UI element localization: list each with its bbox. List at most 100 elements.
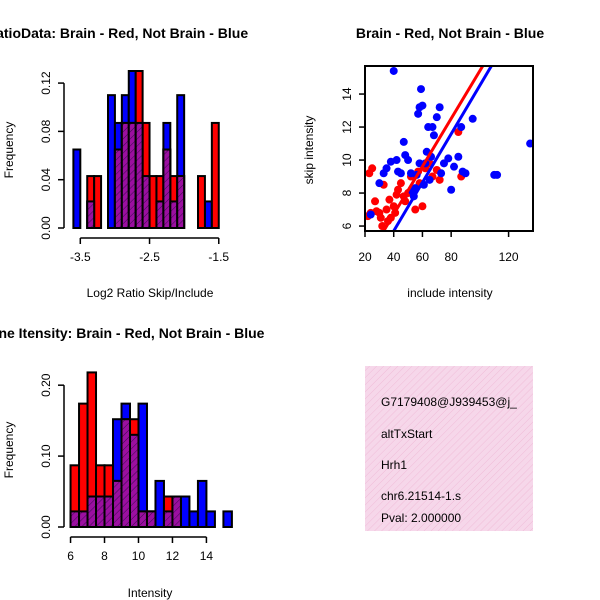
brain-point (396, 179, 405, 188)
y-tick-label: 0.04 (39, 168, 53, 192)
not-brain-point (447, 185, 456, 194)
y-tick-label: 14 (340, 87, 354, 101)
y-tick-label: 10 (340, 153, 354, 167)
y-tick-label: 0.10 (39, 444, 53, 468)
chart-title: RatioData: Brain - Red, Not Brain - Blue (0, 25, 248, 41)
intensity-histogram: Line Itensity: Brain - Red, Not Brain - … (0, 325, 265, 600)
not-brain-bar (107, 94, 116, 230)
y-tick-label: 0.00 (39, 515, 53, 539)
not-brain-bar (179, 495, 191, 529)
y-tick-label: 0.12 (39, 71, 53, 95)
brain-point (418, 202, 427, 211)
not-brain-bar (196, 479, 208, 528)
x-tick-label: 20 (358, 250, 372, 264)
not-brain-point (461, 169, 470, 178)
overlap-bar (112, 479, 123, 528)
ratio-histogram: RatioData: Brain - Red, Not Brain - Blue… (0, 25, 248, 300)
location: chr6.21514-1.s (381, 489, 461, 503)
not-brain-point (435, 103, 444, 112)
not-brain-point (399, 137, 408, 146)
probe-id: G7179408@J939453@j_ (381, 395, 517, 409)
y-tick-label: 8 (340, 189, 354, 196)
not-brain-point (429, 131, 438, 140)
x-tick-label: 120 (499, 250, 519, 264)
x-tick-label: -2.5 (139, 250, 160, 264)
brain-point (411, 205, 420, 214)
brain-point (435, 175, 444, 184)
event-type: altTxStart (381, 427, 433, 441)
overlap-bar (120, 418, 131, 528)
y-tick-label: 0.00 (39, 216, 53, 240)
not-brain-point (468, 114, 477, 123)
brain-bar (210, 121, 220, 229)
overlap-bar (128, 433, 140, 528)
plot-frame (364, 65, 534, 232)
not-brain-point (526, 139, 533, 148)
not-brain-point (418, 101, 427, 110)
x-tick-label: 14 (200, 549, 214, 563)
p-value: Pval: 2.000000 (381, 511, 461, 525)
not-brain-point (389, 66, 398, 75)
x-axis-label: Intensity (128, 586, 173, 600)
not-brain-point (396, 169, 405, 178)
overlap-bar (155, 200, 165, 230)
not-brain-point (375, 179, 384, 188)
overlap-bar (103, 495, 115, 529)
info-panel: G7179408@J939453@j_ altTxStart Hrh1 chr6… (365, 366, 533, 531)
not-brain-point (425, 175, 434, 184)
not-brain-point (432, 113, 441, 122)
not-brain-bar (72, 148, 82, 229)
not-brain-point (437, 169, 446, 178)
x-axis-label: include intensity (407, 286, 492, 300)
brain-point (376, 213, 385, 222)
y-tick-label: 6 (340, 222, 354, 229)
not-brain-point (428, 123, 437, 132)
y-tick-label: 0.20 (39, 373, 53, 397)
overlap-bar (176, 175, 186, 229)
not-brain-point (404, 156, 413, 165)
x-tick-label: 10 (132, 549, 146, 563)
overlap-bar (162, 148, 172, 229)
not-brain-point (414, 109, 423, 118)
not-brain-bar (222, 510, 233, 528)
intensity-scatter: Brain - Red, Not Brain - Blue 20 40 60 80 12… (302, 25, 544, 300)
not-brain-bar (205, 510, 216, 528)
x-tick-label: -1.5 (208, 250, 229, 264)
not-brain-point (454, 152, 463, 161)
not-brain-bar (188, 510, 199, 528)
not-brain-point (417, 85, 425, 94)
brain-bar (148, 175, 158, 229)
overlap-bar (169, 200, 179, 230)
overlap-bar (113, 148, 123, 229)
not-brain-point (493, 170, 502, 179)
brain-point (385, 195, 394, 204)
overlap-bar (69, 510, 81, 528)
brain-point (371, 197, 380, 206)
not-brain-point (382, 164, 391, 173)
overlap-bar (162, 510, 174, 528)
brain-bar (78, 402, 89, 529)
x-axis-label: Log2 Ratio Skip/Include (87, 286, 214, 300)
brain-bar (93, 175, 103, 229)
overlap-bar (78, 510, 89, 528)
brain-point (382, 205, 391, 214)
overlap-bar (145, 510, 157, 528)
overlap-bar (137, 510, 148, 528)
overlap-bar (86, 495, 98, 529)
not-brain-bar (137, 402, 148, 529)
x-tick-label: 6 (67, 549, 74, 563)
not-brain-fit-line (392, 66, 493, 231)
x-tick-label: 40 (387, 250, 401, 264)
not-brain-point (457, 123, 466, 132)
y-tick-label: 0.08 (39, 119, 53, 143)
not-brain-bar (203, 200, 213, 230)
y-axis-label: skip intensity (302, 116, 316, 185)
overlap-bar (95, 495, 106, 529)
info-background (365, 366, 533, 531)
overlap-bar (141, 175, 151, 229)
brain-bar (197, 175, 206, 229)
x-tick-label: 8 (101, 549, 108, 563)
brain-fit-line (382, 66, 485, 231)
gene-name: Hrh1 (381, 458, 407, 472)
